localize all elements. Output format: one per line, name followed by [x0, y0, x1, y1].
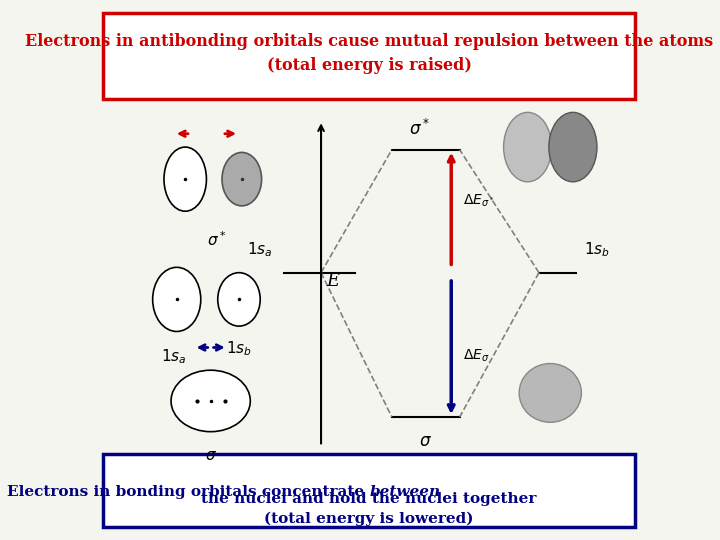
- Text: the nuclei and hold the nuclei together
(total energy is lowered): the nuclei and hold the nuclei together …: [202, 492, 537, 526]
- Text: Electrons in antibonding orbitals cause mutual repulsion between the atoms
(tota: Electrons in antibonding orbitals cause …: [25, 33, 714, 74]
- Text: $\sigma$: $\sigma$: [204, 449, 217, 463]
- FancyBboxPatch shape: [103, 14, 635, 99]
- Text: $1s_a$: $1s_a$: [161, 348, 186, 366]
- Ellipse shape: [549, 112, 597, 182]
- Ellipse shape: [222, 152, 261, 206]
- Text: $\sigma^*$: $\sigma^*$: [409, 119, 430, 139]
- Text: Electrons in bonding orbitals concentrate: Electrons in bonding orbitals concentrat…: [6, 485, 369, 499]
- Ellipse shape: [153, 267, 201, 332]
- Ellipse shape: [503, 112, 552, 182]
- Text: between: between: [369, 485, 441, 499]
- Ellipse shape: [164, 147, 207, 211]
- FancyBboxPatch shape: [103, 454, 635, 526]
- Text: E: E: [327, 272, 340, 289]
- Text: $\sigma^*$: $\sigma^*$: [207, 230, 226, 248]
- Text: $1s_a$: $1s_a$: [248, 241, 273, 259]
- Text: $\Delta E_{\sigma^*}$: $\Delta E_{\sigma^*}$: [462, 192, 494, 209]
- Text: $\Delta E_{\sigma}$: $\Delta E_{\sigma}$: [462, 347, 489, 364]
- Text: $\sigma$: $\sigma$: [419, 433, 432, 450]
- Ellipse shape: [171, 370, 251, 431]
- Text: $1s_b$: $1s_b$: [584, 241, 610, 259]
- Ellipse shape: [519, 363, 582, 422]
- Text: $1s_b$: $1s_b$: [226, 340, 252, 358]
- Ellipse shape: [217, 273, 260, 326]
